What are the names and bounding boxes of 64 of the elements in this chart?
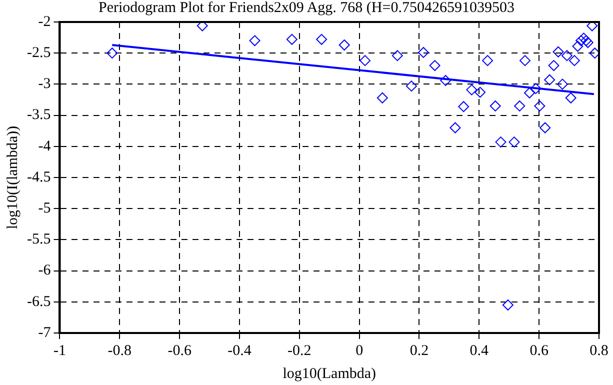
y-tick-label: -3 (38, 76, 51, 92)
point (576, 35, 587, 46)
point (502, 300, 514, 311)
x-tick-label: -0.4 (228, 342, 252, 359)
y-axis-title: log10(I(lambda)) (4, 126, 21, 230)
x-axis-title: log10(Lambda) (282, 366, 376, 382)
point (376, 92, 388, 104)
y-tick-label: -7 (38, 324, 52, 341)
point (589, 48, 599, 59)
point (495, 136, 506, 148)
point (406, 80, 417, 92)
point (316, 34, 328, 45)
point (392, 50, 403, 62)
x-tick-label: -1 (53, 342, 66, 359)
x-tick-label: 0.2 (410, 342, 429, 359)
point (586, 22, 598, 32)
point (474, 86, 486, 98)
point (534, 100, 546, 112)
y-tick-label: -4 (38, 138, 52, 154)
point (490, 100, 501, 112)
x-tick-label: -0.6 (168, 342, 192, 359)
point (544, 74, 556, 86)
point (429, 60, 440, 72)
point (530, 83, 542, 94)
point (196, 22, 208, 32)
x-tick-label: 0.6 (530, 342, 549, 359)
point (249, 35, 260, 46)
point (514, 100, 526, 112)
y-tick-label: -2 (38, 14, 51, 30)
point (338, 40, 350, 51)
point (286, 34, 298, 45)
point (540, 122, 551, 134)
point (440, 74, 452, 86)
point (565, 92, 576, 104)
x-tick-label: 0.8 (590, 342, 608, 359)
x-tick-label: -0.2 (288, 342, 312, 359)
point (548, 60, 560, 72)
y-tick-label: -2.5 (26, 45, 51, 62)
chart-title: Periodogram Plot for Friends2x09 Agg. 768 (H=0.750426591039503 (98, 0, 514, 16)
point (418, 46, 429, 58)
point (568, 55, 580, 66)
point (552, 46, 564, 58)
y-tick-label: -6.5 (26, 294, 51, 310)
point (561, 50, 572, 62)
x-tick-label: -0.8 (108, 342, 132, 359)
x-tick-label: 0.4 (470, 342, 490, 359)
point (466, 84, 478, 96)
point (450, 122, 461, 134)
y-tick-label: -3.5 (26, 107, 51, 124)
y-tick-label: -4.5 (26, 169, 51, 186)
y-tick-label: -6 (38, 262, 52, 279)
point (508, 136, 520, 148)
point (556, 78, 568, 90)
point (360, 55, 371, 66)
point (524, 87, 535, 98)
point (106, 48, 118, 59)
point (572, 40, 584, 52)
point (520, 55, 530, 66)
x-tick-label: 0 (356, 342, 364, 359)
y-tick-label: -5.5 (26, 232, 51, 248)
point (578, 32, 590, 44)
y-tick-label: -5 (38, 200, 51, 217)
point (458, 101, 470, 112)
point (482, 55, 494, 66)
